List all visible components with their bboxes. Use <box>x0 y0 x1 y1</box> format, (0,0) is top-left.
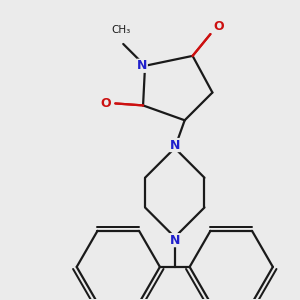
Text: N: N <box>169 234 180 247</box>
Text: N: N <box>169 139 180 152</box>
Text: N: N <box>137 59 147 72</box>
Text: CH₃: CH₃ <box>112 25 131 35</box>
Text: O: O <box>213 20 224 33</box>
Text: O: O <box>100 97 111 110</box>
